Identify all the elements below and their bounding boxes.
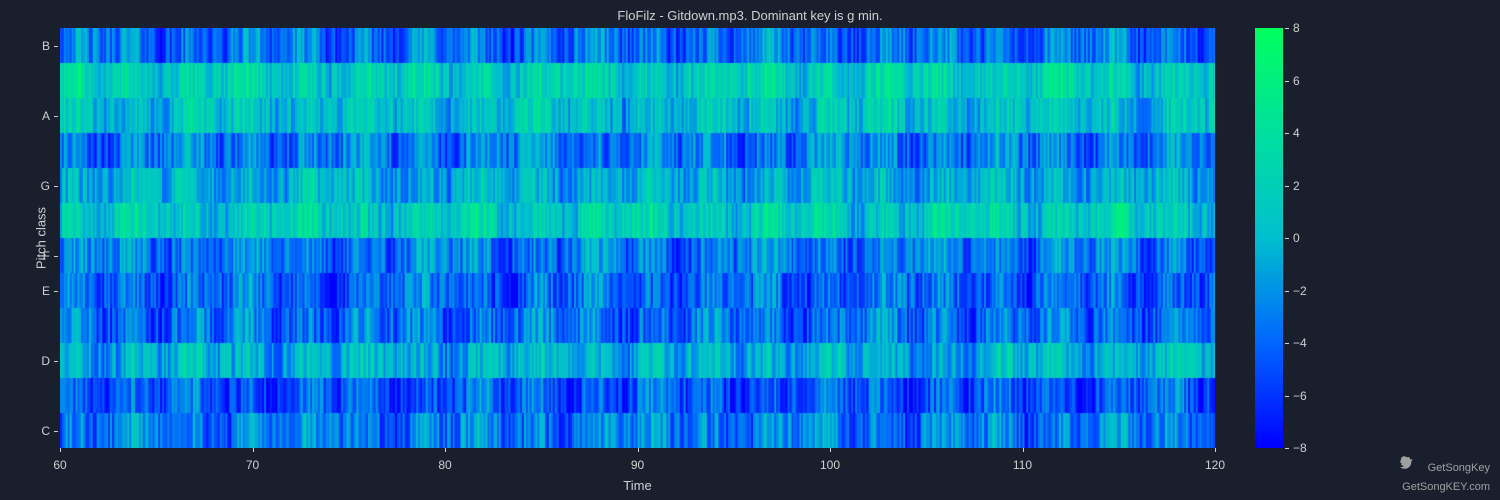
y-tick-label: D	[41, 354, 50, 368]
y-tick	[54, 46, 58, 47]
x-tick	[253, 448, 254, 452]
y-axis: Pitch class BAGFEDC	[0, 28, 58, 448]
colorbar-tick	[1285, 133, 1289, 134]
colorbar-tick	[1285, 448, 1289, 449]
x-tick	[60, 448, 61, 452]
y-tick	[54, 361, 58, 362]
chart-title: FloFilz - Gitdown.mp3. Dominant key is g…	[617, 8, 882, 23]
y-tick-label: A	[42, 109, 50, 123]
y-tick-label: E	[42, 284, 50, 298]
colorbar-tick	[1285, 186, 1289, 187]
colorbar-tick-label: −4	[1293, 336, 1307, 350]
y-tick-label: B	[42, 39, 50, 53]
y-tick	[54, 186, 58, 187]
colorbar-tick	[1285, 28, 1289, 29]
chart-container: FloFilz - Gitdown.mp3. Dominant key is g…	[0, 0, 1500, 500]
x-tick-label: 60	[53, 458, 66, 472]
x-tick-label: 110	[1013, 458, 1032, 472]
colorbar-tick-label: 0	[1293, 231, 1300, 245]
x-tick	[1023, 448, 1024, 452]
colorbar-tick-label: 8	[1293, 21, 1300, 35]
x-axis-label: Time	[623, 478, 651, 493]
x-tick	[1215, 448, 1216, 452]
x-tick-label: 100	[820, 458, 840, 472]
y-tick-label: C	[41, 424, 50, 438]
watermark-url: GetSongKEY.com	[1402, 481, 1490, 493]
watermark-brand: GetSongKey	[1428, 462, 1490, 474]
colorbar	[1255, 28, 1283, 448]
watermark: GetSongKey GetSongKEY.com	[1399, 455, 1490, 494]
y-tick	[54, 116, 58, 117]
colorbar-tick	[1285, 81, 1289, 82]
x-tick-label: 90	[631, 458, 644, 472]
x-tick	[638, 448, 639, 452]
y-tick-label: G	[41, 179, 50, 193]
x-tick	[445, 448, 446, 452]
colorbar-tick	[1285, 396, 1289, 397]
plot-area	[60, 28, 1215, 448]
colorbar-tick	[1285, 238, 1289, 239]
y-tick-label: F	[43, 249, 50, 263]
colorbar-tick-label: 4	[1293, 126, 1300, 140]
y-tick	[54, 291, 58, 292]
colorbar-tick-label: −6	[1293, 389, 1307, 403]
colorbar-tick-label: 2	[1293, 179, 1300, 193]
colorbar-tick-label: −2	[1293, 284, 1307, 298]
x-tick-label: 70	[246, 458, 259, 472]
colorbar-tick-label: −8	[1293, 441, 1307, 455]
heatmap-canvas	[60, 28, 1215, 448]
colorbar-axis: −8−6−4−202468	[1285, 28, 1335, 448]
colorbar-tick	[1285, 291, 1289, 292]
colorbar-tick-label: 6	[1293, 74, 1300, 88]
colorbar-canvas	[1255, 28, 1283, 448]
x-axis: Time 60708090100110120	[60, 448, 1215, 498]
x-tick-label: 120	[1205, 458, 1225, 472]
bird-icon	[1399, 455, 1421, 481]
colorbar-tick	[1285, 343, 1289, 344]
y-tick	[54, 256, 58, 257]
x-tick-label: 80	[438, 458, 451, 472]
x-tick	[830, 448, 831, 452]
y-tick	[54, 431, 58, 432]
